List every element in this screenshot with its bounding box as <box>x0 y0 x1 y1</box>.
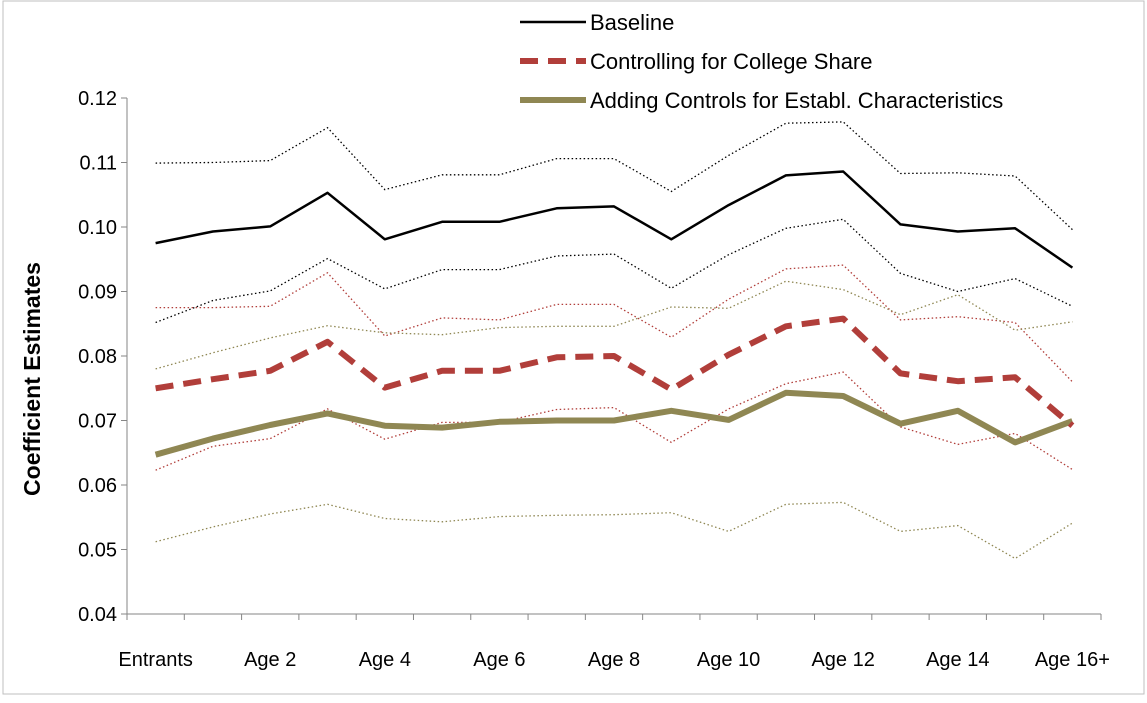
series-2-line <box>154 389 1074 458</box>
series-2-lower-bound <box>155 501 1073 560</box>
series-lines <box>154 170 1075 458</box>
legend: Baseline Controlling for College Share Add… <box>520 10 1003 113</box>
legend-label-0: Baseline <box>590 10 674 35</box>
y-tick-label: 0.10 <box>78 217 117 239</box>
axes: 0.04 0.05 0.06 0.07 0.08 0.09 0.10 0.11 0.12 Entr… <box>78 88 1110 671</box>
confidence-interval-lines <box>155 121 1073 560</box>
x-tick-label: Age 4 <box>359 649 411 671</box>
x-tick-label: Age 14 <box>926 649 989 671</box>
y-axis-label: Coefficient Estimates <box>19 262 45 496</box>
series-2-upper-bound <box>155 280 1073 370</box>
y-tick-label: 0.06 <box>78 475 117 497</box>
legend-label-2: Adding Controls for Establ. Characterist… <box>590 88 1003 113</box>
series-0-line <box>155 170 1074 269</box>
y-tick-label: 0.09 <box>78 282 117 304</box>
x-tick-label: Age 10 <box>697 649 760 671</box>
x-tick-label: Age 16+ <box>1035 649 1110 671</box>
x-tick-label: Age 12 <box>811 649 874 671</box>
legend-label-1: Controlling for College Share <box>590 49 873 74</box>
series-1-upper-bound <box>155 264 1073 383</box>
series-1-lower-bound <box>155 371 1073 471</box>
x-tick-label: Age 8 <box>588 649 640 671</box>
y-tick-label: 0.08 <box>78 346 117 368</box>
series-0-lower-bound <box>155 218 1073 324</box>
y-tick-label: 0.07 <box>78 411 117 433</box>
y-tick-label: 0.05 <box>78 540 117 562</box>
y-tick-label: 0.12 <box>78 88 117 110</box>
x-tick-label: Age 2 <box>244 649 296 671</box>
series-1-line <box>155 315 1075 428</box>
x-tick-label: Entrants <box>118 649 192 671</box>
y-tick-label: 0.04 <box>78 604 117 626</box>
y-tick-label: 0.11 <box>80 153 117 175</box>
x-tick-label: Age 6 <box>473 649 525 671</box>
